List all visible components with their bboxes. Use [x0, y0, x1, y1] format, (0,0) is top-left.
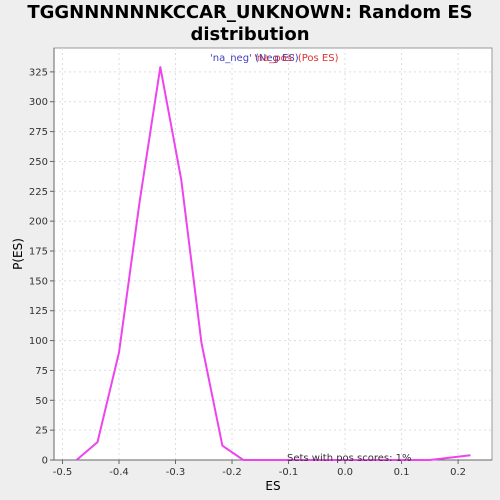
x-tick-label: 0.1 — [394, 467, 410, 478]
series-line — [75, 66, 471, 461]
chart-title: TGGNNNNNNKCCAR_UNKNOWN: Random ES distri… — [0, 2, 500, 46]
plot-area — [53, 47, 493, 461]
y-tick-label: 50 — [35, 396, 48, 407]
annotation-text: Sets with pos scores: 1% — [287, 453, 412, 464]
x-tick-label: 0.2 — [450, 467, 466, 478]
y-tick-label: 325 — [29, 67, 48, 78]
x-axis-label: ES — [265, 479, 280, 493]
y-tick-label: 125 — [29, 306, 48, 317]
grid-lines — [54, 48, 492, 461]
legend-entry-pos: 'na_pos' (Pos ES) — [254, 53, 339, 64]
y-tick-label: 0 — [42, 456, 48, 467]
y-tick-label: 200 — [29, 217, 48, 228]
x-tick-label: -0.3 — [166, 467, 186, 478]
y-tick-label: 150 — [29, 276, 48, 287]
chart-title-line-2: distribution — [190, 24, 310, 45]
x-tick-label: -0.4 — [109, 467, 129, 478]
x-tick-label: -0.5 — [53, 467, 73, 478]
x-tick-label: 0.0 — [337, 467, 353, 478]
y-tick-label: 25 — [35, 426, 48, 437]
y-tick-label: 100 — [29, 336, 48, 347]
x-tick-label: -0.1 — [279, 467, 299, 478]
y-tick-label: 75 — [35, 366, 48, 377]
y-tick-label: 300 — [29, 97, 48, 108]
series-layer — [75, 66, 471, 461]
chart-title-line-1: TGGNNNNNNKCCAR_UNKNOWN: Random ES — [27, 2, 473, 23]
tick-marks: 0 25 50 75 100 125 150 175 200 225 250 275 300 325 -0.… — [29, 67, 466, 478]
x-tick-label: -0.2 — [222, 467, 242, 478]
legend: 'na_neg' (Neg ES)'na_pos' (Pos ES) — [210, 53, 339, 64]
y-tick-label: 250 — [29, 157, 48, 168]
y-tick-label: 225 — [29, 187, 48, 198]
y-tick-label: 275 — [29, 127, 48, 138]
legend-entry-neg: 'na_neg' (Neg ES) — [210, 53, 299, 64]
y-axis-label: P(ES) — [11, 238, 25, 270]
y-tick-label: 175 — [29, 247, 48, 258]
